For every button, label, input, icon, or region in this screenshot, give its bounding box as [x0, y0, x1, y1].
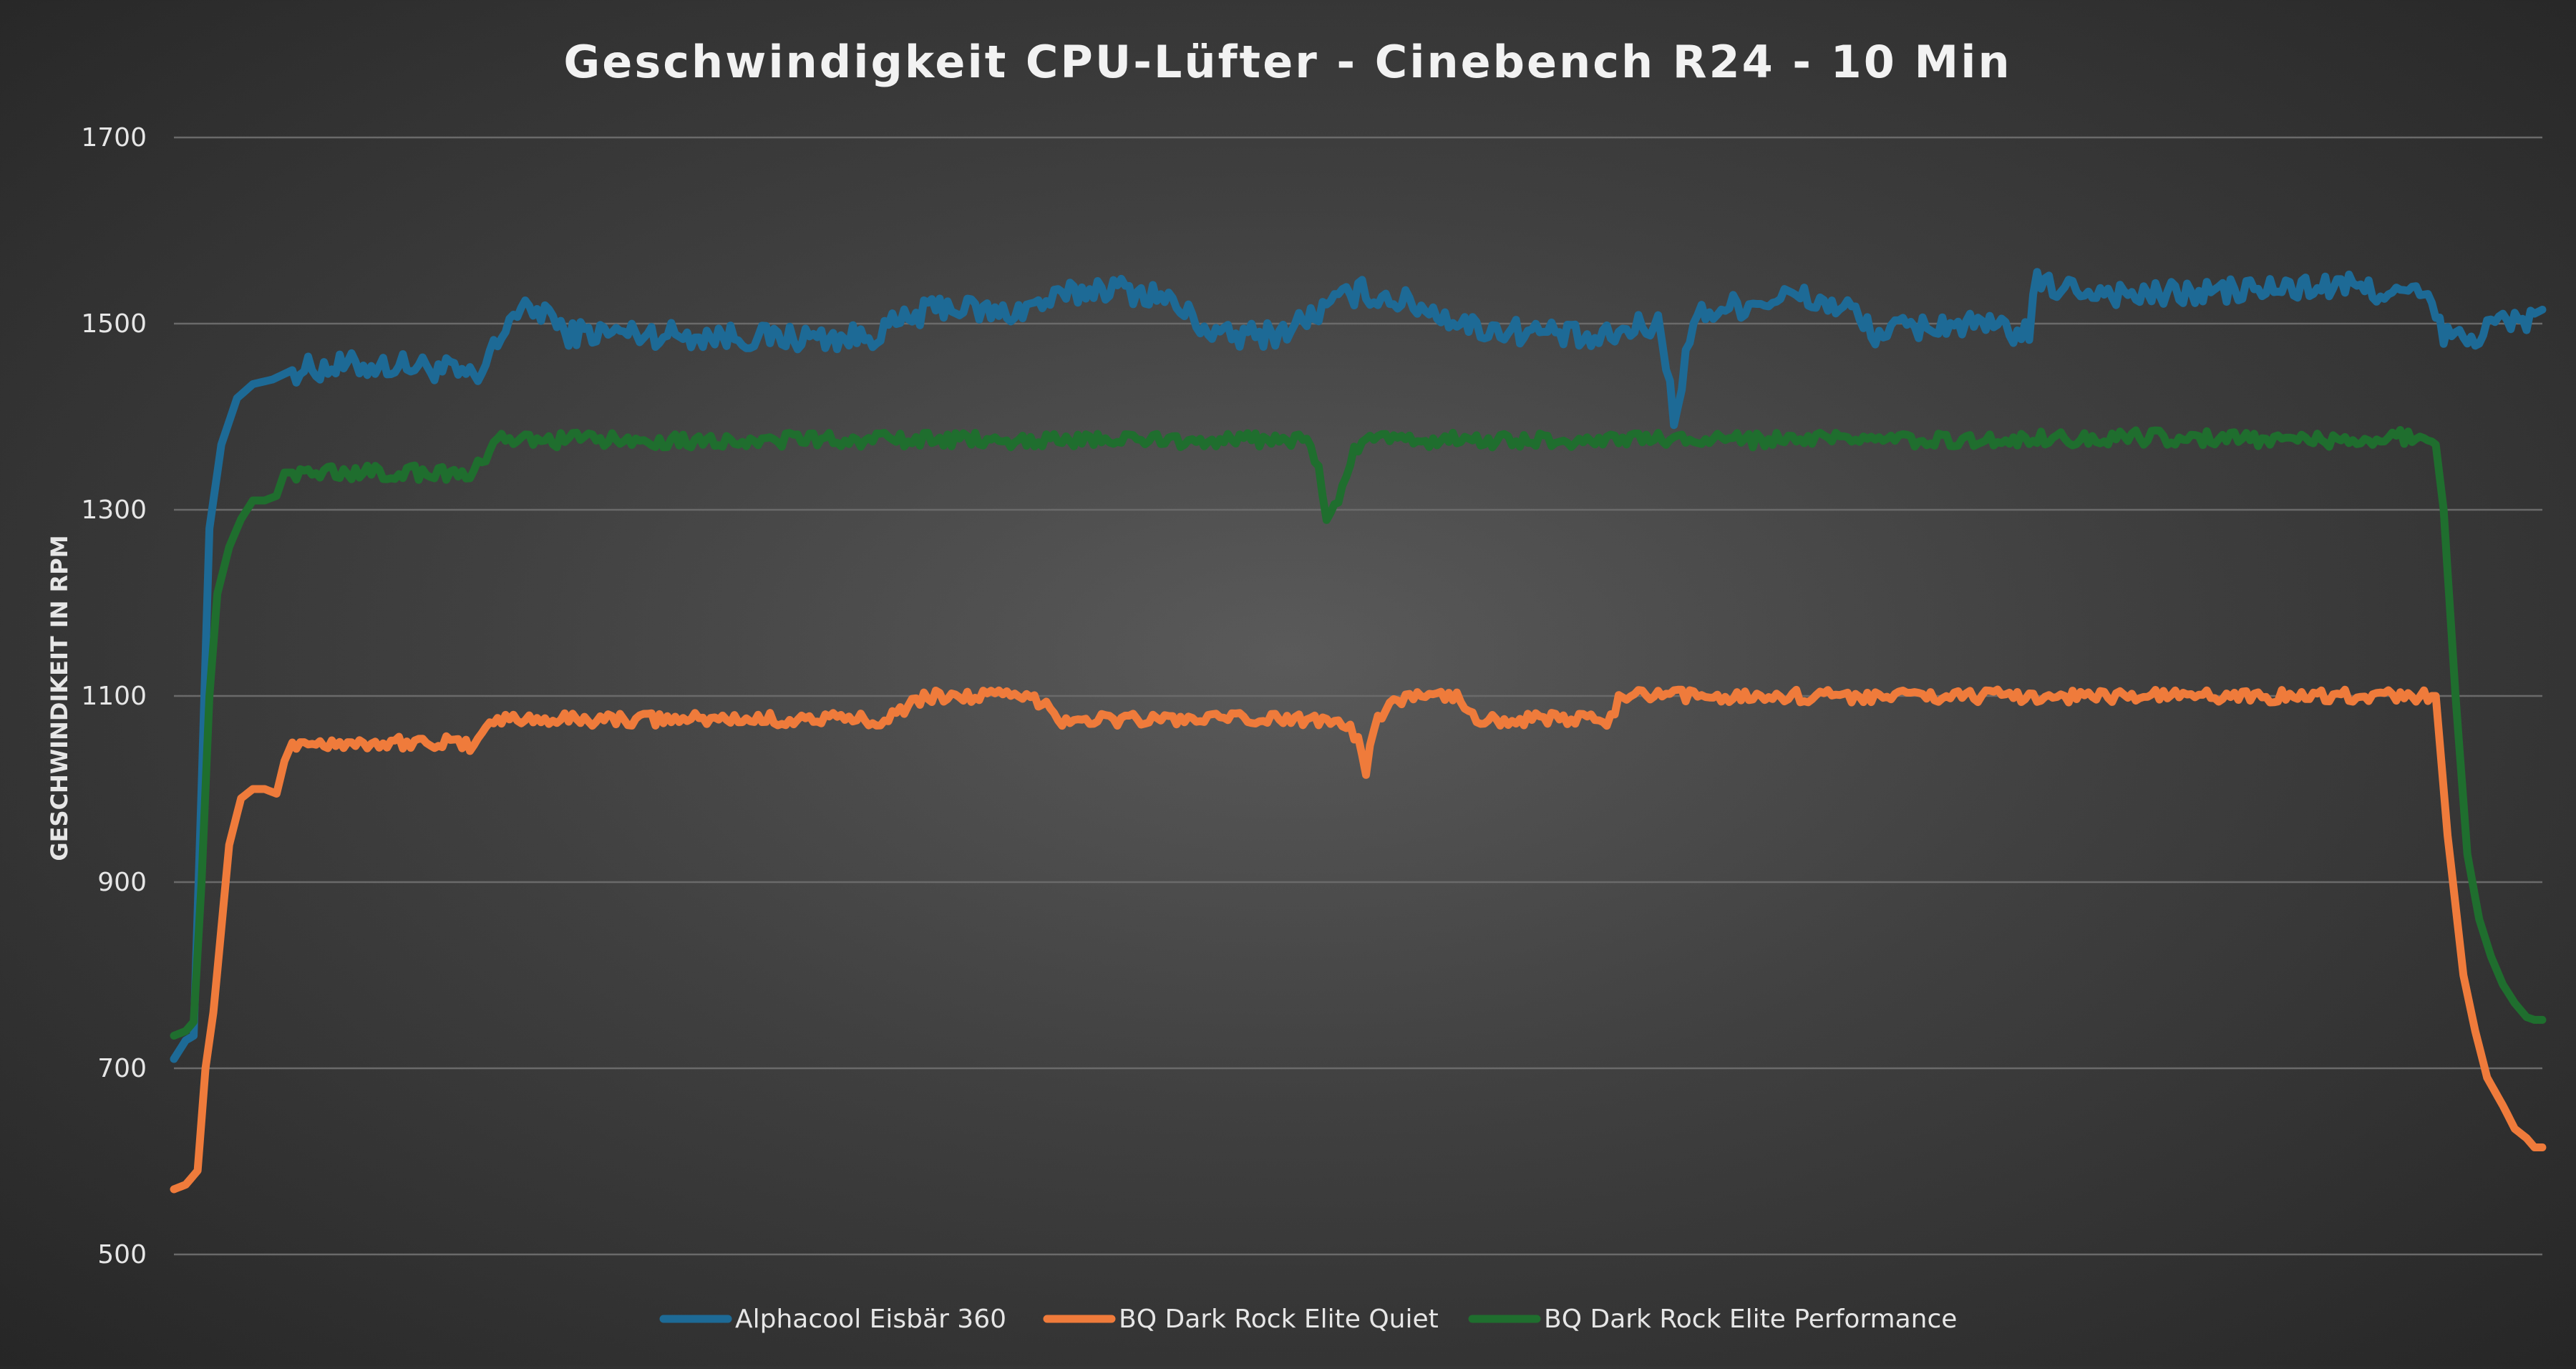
legend: Alphacool Eisbär 360 BQ Dark Rock Elite Q… [659, 1305, 1957, 1334]
series-line-1 [170, 685, 2547, 1194]
y-axis-ticks: 500 700 900 1100 1300 1500 1700 [81, 123, 147, 1269]
y-tick-label: 1300 [81, 495, 147, 525]
legend-label-0: Alphacool Eisbär 360 [735, 1305, 1006, 1334]
y-tick-label: 1500 [81, 309, 147, 339]
legend-label-2: BQ Dark Rock Elite Performance [1544, 1305, 1957, 1334]
series-line-2 [170, 426, 2547, 1040]
y-axis-label: GESCHWINDIKEIT IN RPM [46, 535, 73, 861]
legend-label-1: BQ Dark Rock Elite Quiet [1119, 1305, 1439, 1334]
y-tick-label: 1100 [81, 682, 147, 711]
series-lines [170, 268, 2547, 1194]
chart-title: Geschwindigkeit CPU-Lüfter - Cinebench R… [563, 36, 2011, 88]
y-tick-label: 900 [97, 868, 147, 897]
y-tick-label: 700 [97, 1054, 147, 1083]
y-tick-label: 1700 [81, 123, 147, 153]
series-line-0 [170, 268, 2547, 1063]
y-tick-label: 500 [97, 1240, 147, 1269]
